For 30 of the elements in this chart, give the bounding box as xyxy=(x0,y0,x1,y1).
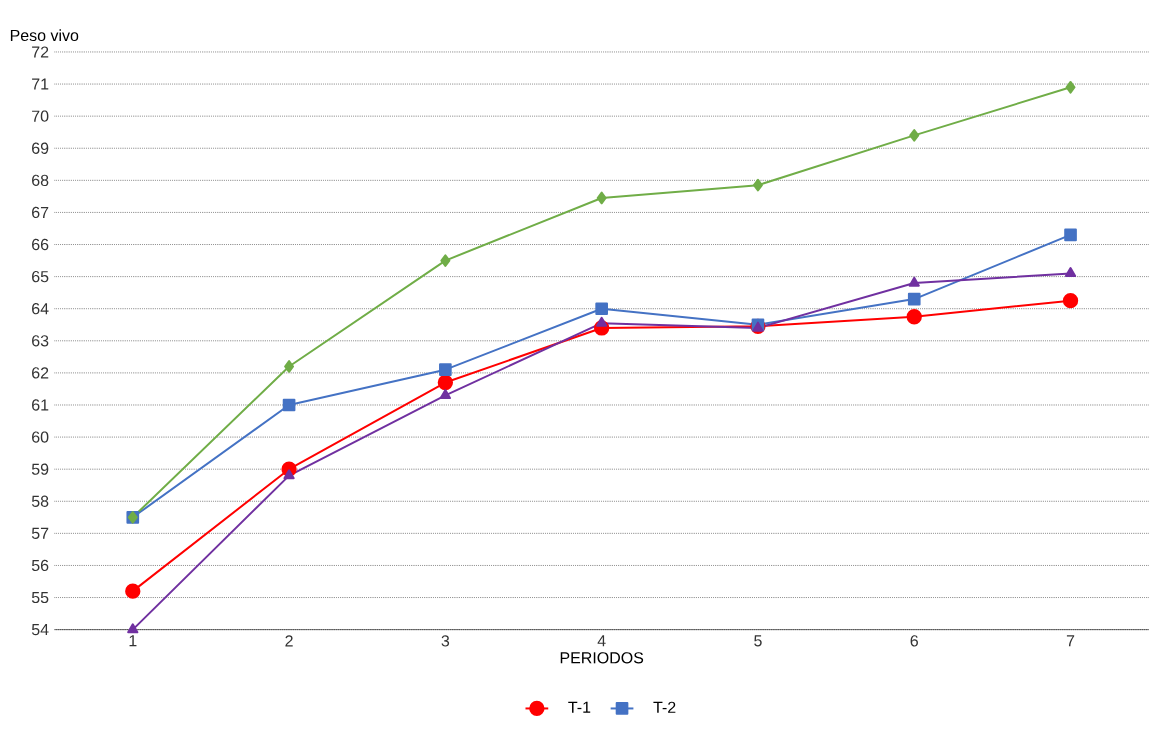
y-tick-label: 58 xyxy=(31,495,49,508)
y-tick-label: 72 xyxy=(32,46,49,58)
y-tick-label: 63 xyxy=(32,335,49,347)
y-tick-label: 61 xyxy=(32,399,49,411)
y-tick-label: 65 xyxy=(32,271,49,283)
x-tick-label: 6 xyxy=(910,635,918,647)
legend-label: T-1 xyxy=(568,701,591,713)
y-axis-title: Peso vivo xyxy=(10,29,79,42)
y-tick-label: 59 xyxy=(31,463,49,476)
y-tick-label: 55 xyxy=(31,592,49,604)
x-tick-label: 4 xyxy=(597,635,606,647)
y-tick-label: 68 xyxy=(32,174,49,187)
x-tick-label: 2 xyxy=(285,635,293,647)
y-tick-label: 56 xyxy=(31,560,49,572)
y-tick-label: 57 xyxy=(31,527,49,540)
x-axis-title: PERIODOS xyxy=(560,652,644,664)
legend-label: T-2 xyxy=(653,701,676,714)
x-tick-label: 5 xyxy=(754,635,762,647)
y-tick-label: 60 xyxy=(32,431,49,443)
y-tick-label: 54 xyxy=(31,624,49,636)
x-tick-label: 3 xyxy=(441,635,450,647)
x-tick-label: 7 xyxy=(1066,635,1075,647)
y-tick-label: 66 xyxy=(32,239,49,251)
y-tick-label: 64 xyxy=(32,303,49,315)
y-tick-label: 71 xyxy=(32,78,49,90)
y-tick-label: 62 xyxy=(32,367,49,379)
y-tick-label: 69 xyxy=(32,142,49,155)
y-tick-label: 70 xyxy=(32,110,49,123)
y-tick-label: 67 xyxy=(32,206,49,219)
x-tick-label: 1 xyxy=(129,635,137,647)
